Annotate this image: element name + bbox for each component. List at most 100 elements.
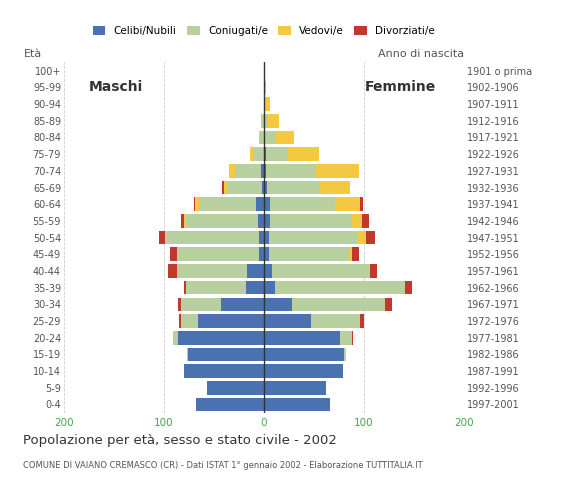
Bar xyxy=(268,114,279,128)
Bar xyxy=(264,298,292,311)
Bar xyxy=(352,331,353,345)
Bar xyxy=(264,348,344,361)
Bar xyxy=(199,197,256,211)
Bar xyxy=(369,264,370,278)
Text: Anno di nascita: Anno di nascita xyxy=(378,49,464,59)
Bar xyxy=(184,364,264,378)
Text: Età: Età xyxy=(24,49,42,59)
Text: Popolazione per età, sesso e stato civile - 2002: Popolazione per età, sesso e stato civil… xyxy=(23,434,337,447)
Bar xyxy=(264,248,269,261)
Text: COMUNE DI VAIANO CREMASCO (CR) - Dati ISTAT 1° gennaio 2002 - Elaborazione TUTTI: COMUNE DI VAIANO CREMASCO (CR) - Dati IS… xyxy=(23,461,423,470)
Bar xyxy=(256,197,264,211)
Bar xyxy=(181,298,221,311)
Bar xyxy=(246,281,264,295)
Bar xyxy=(352,248,359,261)
Bar xyxy=(187,348,188,361)
Bar xyxy=(181,214,184,228)
Bar xyxy=(259,231,264,244)
Bar xyxy=(311,314,360,328)
Bar xyxy=(224,180,228,194)
Bar xyxy=(362,214,369,228)
Bar xyxy=(266,147,288,161)
Bar xyxy=(159,231,165,244)
Bar xyxy=(260,131,264,144)
Bar xyxy=(357,231,366,244)
Bar xyxy=(177,264,247,278)
Bar xyxy=(235,164,261,178)
Bar xyxy=(264,197,270,211)
Bar xyxy=(270,214,352,228)
Bar xyxy=(350,248,352,261)
Bar xyxy=(177,248,259,261)
Bar xyxy=(221,298,264,311)
Bar xyxy=(269,248,350,261)
Bar xyxy=(247,264,264,278)
Bar xyxy=(194,197,195,211)
Bar xyxy=(269,231,357,244)
Bar xyxy=(196,397,264,411)
Bar xyxy=(264,180,267,194)
Bar xyxy=(335,197,360,211)
Bar xyxy=(179,314,181,328)
Bar xyxy=(207,381,264,395)
Bar xyxy=(265,97,270,111)
Bar xyxy=(264,114,265,128)
Bar xyxy=(320,180,350,194)
Bar xyxy=(266,164,316,178)
Bar xyxy=(264,381,326,395)
Bar xyxy=(267,180,320,194)
Bar xyxy=(264,397,330,411)
Bar xyxy=(178,331,264,345)
Bar xyxy=(272,264,369,278)
Bar xyxy=(170,248,177,261)
Bar xyxy=(222,180,224,194)
Bar xyxy=(405,281,412,295)
Bar xyxy=(264,131,265,144)
Bar xyxy=(253,147,264,161)
Bar xyxy=(259,131,260,144)
Bar xyxy=(360,314,364,328)
Bar xyxy=(181,314,198,328)
Bar xyxy=(168,264,177,278)
Bar xyxy=(344,348,346,361)
Bar xyxy=(229,164,235,178)
Bar xyxy=(360,197,363,211)
Bar xyxy=(385,298,392,311)
Bar xyxy=(370,264,377,278)
Bar xyxy=(188,348,264,361)
Bar xyxy=(270,197,335,211)
Bar xyxy=(261,164,264,178)
Bar xyxy=(275,281,405,295)
Bar xyxy=(262,114,264,128)
Bar xyxy=(264,231,269,244)
Bar xyxy=(264,331,340,345)
Bar xyxy=(264,364,343,378)
Bar xyxy=(184,281,186,295)
Bar xyxy=(264,264,272,278)
Bar xyxy=(198,314,264,328)
Bar xyxy=(264,81,266,94)
Bar xyxy=(288,147,319,161)
Bar xyxy=(258,214,264,228)
Bar xyxy=(186,281,246,295)
Bar xyxy=(195,197,199,211)
Bar xyxy=(165,231,166,244)
Bar xyxy=(352,214,362,228)
Bar xyxy=(173,331,178,345)
Bar xyxy=(178,298,181,311)
Legend: Celibi/Nubili, Coniugati/e, Vedovi/e, Divorziati/e: Celibi/Nubili, Coniugati/e, Vedovi/e, Di… xyxy=(89,22,439,40)
Bar xyxy=(259,248,264,261)
Bar xyxy=(264,281,275,295)
Bar xyxy=(250,147,253,161)
Text: Maschi: Maschi xyxy=(89,80,143,94)
Bar xyxy=(366,231,375,244)
Bar xyxy=(264,164,266,178)
Bar xyxy=(340,331,352,345)
Text: Femmine: Femmine xyxy=(364,80,436,94)
Bar xyxy=(261,114,262,128)
Bar xyxy=(264,147,266,161)
Bar xyxy=(228,180,262,194)
Bar xyxy=(292,298,385,311)
Bar xyxy=(316,164,359,178)
Bar xyxy=(265,114,268,128)
